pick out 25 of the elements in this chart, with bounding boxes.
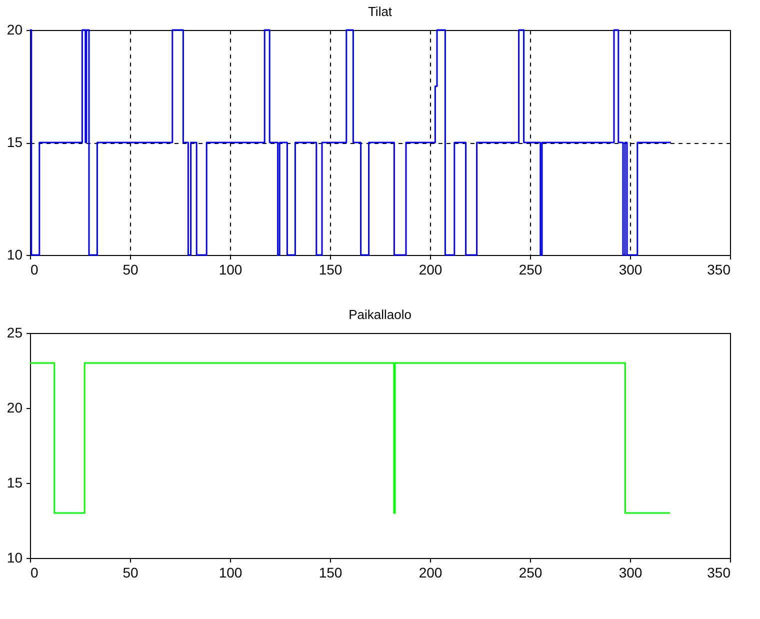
- x-tick-label: 300: [618, 262, 642, 278]
- y-tick-label: 10: [6, 246, 23, 262]
- chart-title: Tilat: [368, 4, 392, 19]
- x-tick-label: 50: [122, 564, 138, 580]
- x-tick-label: 350: [707, 262, 731, 278]
- x-tick-label: 100: [218, 564, 242, 580]
- y-tick-label: 15: [6, 134, 23, 150]
- x-tick-label: 200: [418, 262, 442, 278]
- x-tick-label: 350: [707, 564, 731, 580]
- x-tick-label: 300: [618, 564, 642, 580]
- y-tick-label: 25: [6, 324, 23, 340]
- x-tick-label: 50: [122, 262, 138, 278]
- x-tick-label: 250: [518, 564, 542, 580]
- x-tick-label: 150: [318, 564, 342, 580]
- x-tick-label: 250: [518, 262, 542, 278]
- y-tick-label: 15: [6, 474, 23, 490]
- x-tick-label: 200: [418, 564, 442, 580]
- y-tick-label: 10: [6, 550, 23, 566]
- y-tick-label: 20: [6, 22, 23, 38]
- x-tick-label: 150: [318, 262, 342, 278]
- chart-title: Paikallaolo: [348, 307, 412, 322]
- x-tick-label: 0: [30, 262, 38, 278]
- y-tick-label: 20: [6, 400, 23, 416]
- x-tick-label: 100: [218, 262, 242, 278]
- x-tick-label: 0: [30, 564, 38, 580]
